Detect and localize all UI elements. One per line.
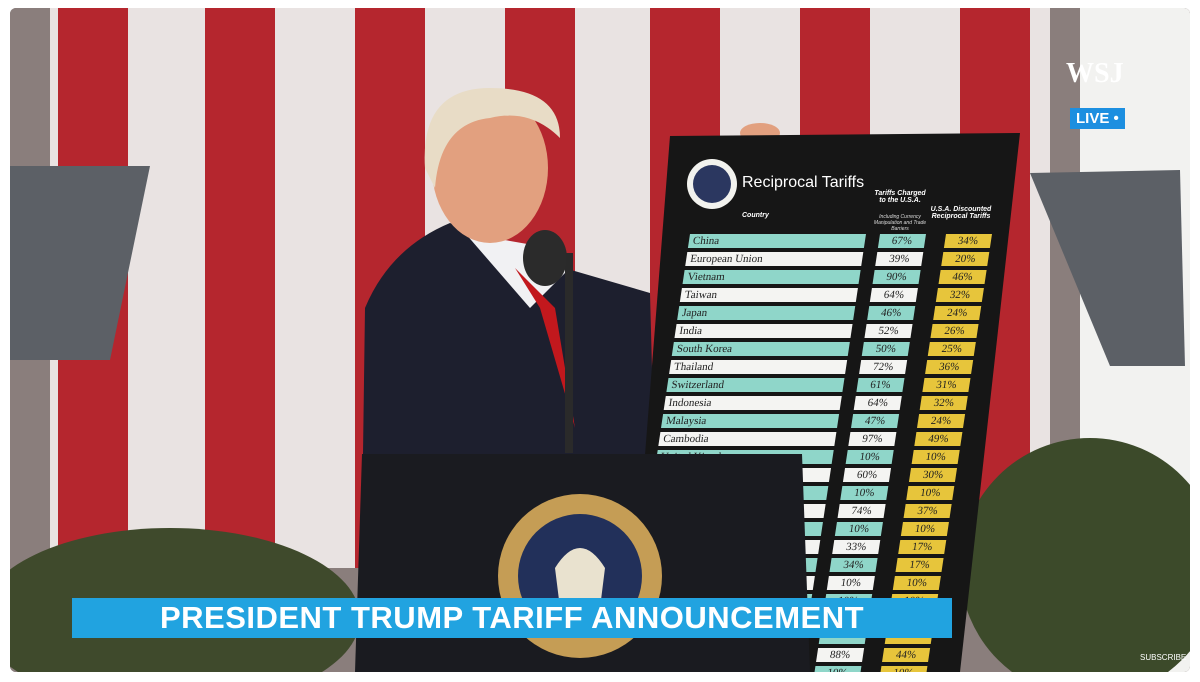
- foreground: [72, 454, 952, 672]
- teleprompter: [10, 166, 150, 360]
- subscribe-button[interactable]: SUBSCRIBE: [1140, 653, 1187, 662]
- banner-text: PRESIDENT TRUMP TARIFF ANNOUNCEMENT: [159, 600, 865, 635]
- board-title: Reciprocal Tariffs: [742, 174, 865, 191]
- video-frame: Reciprocal Tariffs Country Tariffs Charg…: [10, 8, 1190, 672]
- banner: [72, 598, 952, 638]
- column-header: U.S.A. Discounted Reciprocal Tariffs: [930, 206, 992, 220]
- board-seal: [693, 165, 731, 203]
- eagle: [555, 548, 605, 608]
- wsj-logo: WSJ: [1066, 58, 1124, 89]
- teleprompter: [1030, 170, 1185, 366]
- column-header: Country: [742, 212, 769, 219]
- live-badge: LIVE •: [1070, 108, 1125, 129]
- column-note: Including Currency Manipulation and Trad…: [873, 214, 927, 232]
- column-header: Tariffs Charged to the U.S.A.: [874, 190, 926, 204]
